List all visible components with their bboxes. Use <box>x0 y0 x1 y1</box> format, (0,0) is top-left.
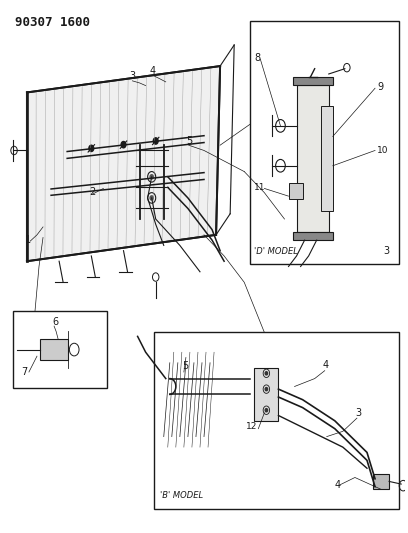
Text: 4: 4 <box>150 66 156 76</box>
Text: 9: 9 <box>377 82 383 92</box>
Bar <box>13 311 107 388</box>
Text: 1: 1 <box>25 235 31 245</box>
Text: 11: 11 <box>254 183 266 192</box>
Circle shape <box>265 387 268 391</box>
Circle shape <box>265 409 268 412</box>
Bar <box>293 232 333 240</box>
Text: 4: 4 <box>323 360 329 370</box>
Bar <box>154 333 399 509</box>
Text: 'D' MODEL: 'D' MODEL <box>254 247 298 256</box>
Bar <box>321 106 333 211</box>
Circle shape <box>150 175 153 179</box>
Text: 7: 7 <box>21 367 27 377</box>
Bar <box>373 473 389 489</box>
Text: 5: 5 <box>182 361 188 372</box>
Text: 3: 3 <box>383 246 389 256</box>
Text: 3: 3 <box>130 71 136 81</box>
Bar <box>250 21 399 264</box>
Circle shape <box>265 372 268 375</box>
Bar <box>293 77 333 85</box>
Text: 8: 8 <box>254 53 260 63</box>
Text: 10: 10 <box>377 146 388 155</box>
Text: 'B' MODEL: 'B' MODEL <box>160 490 203 499</box>
Circle shape <box>121 141 126 148</box>
Bar <box>288 183 303 199</box>
Text: 2: 2 <box>89 187 95 197</box>
Bar <box>297 85 329 232</box>
Text: 90307 1600: 90307 1600 <box>15 16 90 29</box>
Polygon shape <box>27 66 220 261</box>
Text: 4: 4 <box>335 480 341 490</box>
Circle shape <box>150 196 153 200</box>
Bar <box>254 368 278 421</box>
Circle shape <box>153 138 158 144</box>
Text: 5: 5 <box>186 136 192 146</box>
Bar <box>40 339 68 360</box>
Circle shape <box>89 145 94 151</box>
Text: 6: 6 <box>52 317 58 327</box>
Text: 12: 12 <box>246 422 257 431</box>
Text: 3: 3 <box>355 408 361 417</box>
